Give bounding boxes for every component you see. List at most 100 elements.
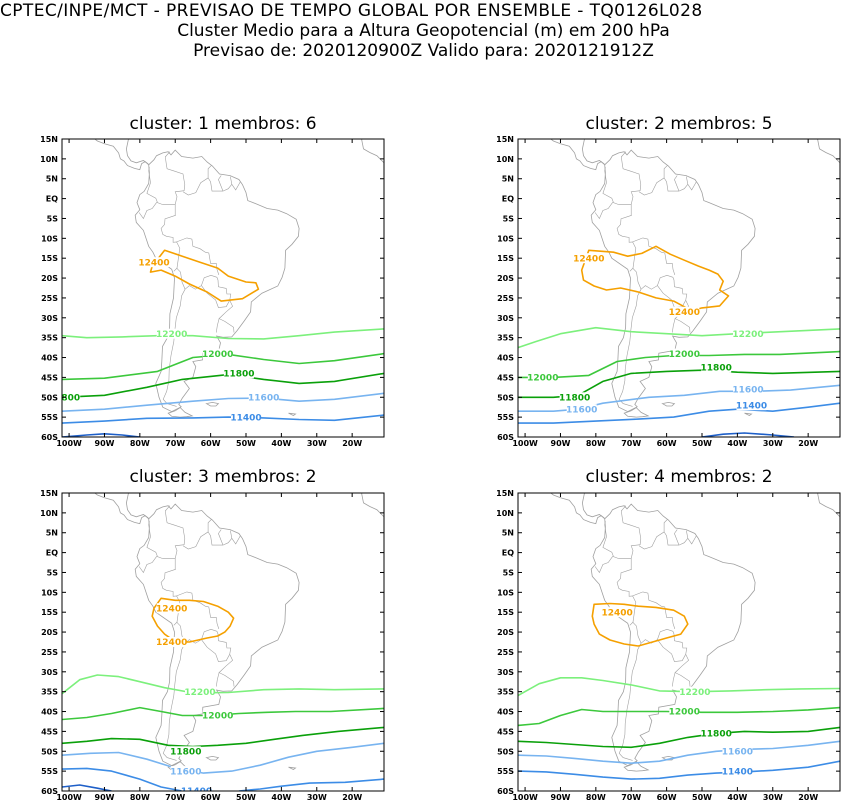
contour-12000 [62, 706, 384, 721]
country-border [674, 175, 680, 192]
contour-label-bg [736, 400, 767, 411]
contour-11400 [62, 414, 384, 424]
lat-tick-label: 10S [41, 234, 58, 243]
country-border [602, 151, 642, 205]
contour-label-11800: 11800 [701, 364, 732, 374]
map-frame [61, 138, 385, 438]
lat-tick-label: 25S [41, 294, 58, 303]
lon-tick-label: 50W [692, 793, 712, 802]
lon-tick-label: 70W [621, 439, 641, 448]
contour-label-bg [679, 686, 710, 697]
map-frame [517, 138, 841, 438]
country-border [640, 274, 674, 290]
lat-tick-label: 10N [40, 155, 58, 164]
contour-label-12400: 12400 [573, 254, 604, 264]
lon-tick-label: 30W [307, 439, 327, 448]
lat-tick-label: EQ [46, 549, 58, 558]
lat-tick-label: 10N [496, 155, 514, 164]
lon-tick-label: 100W [512, 793, 538, 802]
contour-label-11400: 11400 [181, 787, 212, 797]
contour-label-11400: 11400 [230, 413, 261, 423]
lat-tick-label: 50S [41, 747, 58, 756]
lon-tick-label: 90W [95, 793, 115, 802]
lat-tick-label: 30S [41, 314, 58, 323]
contour-label-12000: 12000 [202, 712, 233, 722]
lat-tick-label: 30S [497, 668, 514, 677]
lon-tick-label: 50W [236, 439, 256, 448]
lat-tick-label: 10S [41, 588, 58, 597]
contour-label-bg [669, 706, 700, 717]
country-border [146, 151, 186, 205]
lon-tick-label: 70W [165, 439, 185, 448]
lat-tick-label: 20S [497, 628, 514, 637]
contour-label-12400: 12400 [156, 638, 187, 648]
map-panel-cluster-4: 12400 12200 12000 11800 11600 11400 15N 10N 5N EQ… [496, 489, 841, 802]
contour-label-11800: 11800 [223, 370, 254, 380]
country-border [160, 569, 181, 626]
lat-tick-label: 10N [40, 509, 58, 518]
contour-11200 [701, 432, 795, 437]
country-border [182, 519, 212, 550]
country-border [657, 631, 688, 662]
south-america-coastline [590, 149, 756, 413]
lat-tick-label: 50S [41, 393, 58, 402]
contour-12000 [518, 350, 840, 379]
island-coastline [205, 401, 220, 407]
contour-11800 [518, 726, 840, 749]
lat-tick-label: 35S [41, 688, 58, 697]
lat-tick-label: 55S [41, 413, 58, 422]
lon-tick-label: 40W [727, 793, 747, 802]
country-border [632, 591, 676, 629]
lat-tick-label: 15N [496, 489, 514, 498]
contour-12000 [518, 706, 840, 727]
contour-label-bg [156, 603, 187, 614]
lat-tick-label: 35S [497, 334, 514, 343]
lon-tick-label: 40W [271, 439, 291, 448]
lat-tick-label: 15N [40, 135, 58, 144]
lat-tick-label: EQ [502, 549, 514, 558]
panel-title-cluster-3: cluster: 3 membros: 2 [129, 467, 317, 487]
lat-tick-label: 10S [497, 588, 514, 597]
contour-label-12200: 12200 [184, 688, 215, 698]
lat-tick-label: 60S [497, 433, 514, 442]
contour-label-11600: 11600 [170, 767, 201, 777]
contour-11600 [518, 384, 840, 412]
contour-12400 [149, 249, 260, 302]
contour-11600 [62, 392, 384, 412]
contour-label-bg [231, 412, 261, 423]
lat-tick-label: 5S [47, 569, 59, 578]
contour-label-11400: 11400 [736, 401, 767, 411]
contour-label-bg [62, 392, 81, 403]
lon-tick-label: 20W [342, 439, 362, 448]
lat-tick-label: 55S [497, 767, 514, 776]
country-border [663, 176, 689, 192]
lat-tick-label: 15S [41, 254, 58, 263]
coastline [125, 139, 149, 165]
lat-tick-label: 30S [497, 314, 514, 323]
lon-tick-label: 50W [692, 439, 712, 448]
header-title-line1: CPTEC/INPE/MCT - PREVISAO DE TEMPO GLOBA… [0, 1, 703, 21]
contour-label-12000: 12000 [669, 708, 700, 718]
country-border [201, 277, 232, 308]
contour-label-12000: 12000 [669, 350, 700, 360]
header-title-line2: Cluster Medio para a Altura Geopotencial… [177, 21, 670, 41]
contour-label-bg [139, 257, 169, 268]
contour-12400 [591, 602, 689, 647]
contour-label-11600: 11600 [722, 748, 753, 758]
contour-label-12400: 12400 [601, 608, 632, 618]
coastline [550, 493, 605, 525]
lon-tick-label: 40W [271, 793, 291, 802]
contour-label-bg [722, 746, 753, 757]
contour-11600 [62, 742, 384, 774]
country-border [218, 175, 224, 192]
lon-tick-label: 40W [727, 439, 747, 448]
contour-label-11800: 11800 [701, 730, 732, 740]
contour-label-bg [527, 372, 558, 383]
lat-tick-label: 40S [497, 354, 514, 363]
panel-title-cluster-2: cluster: 2 membros: 5 [585, 114, 773, 134]
lat-tick-label: 5S [47, 215, 59, 224]
country-border [176, 237, 220, 275]
coastline [817, 139, 840, 164]
contour-label-bg [669, 306, 700, 317]
contour-label-bg [602, 607, 633, 618]
